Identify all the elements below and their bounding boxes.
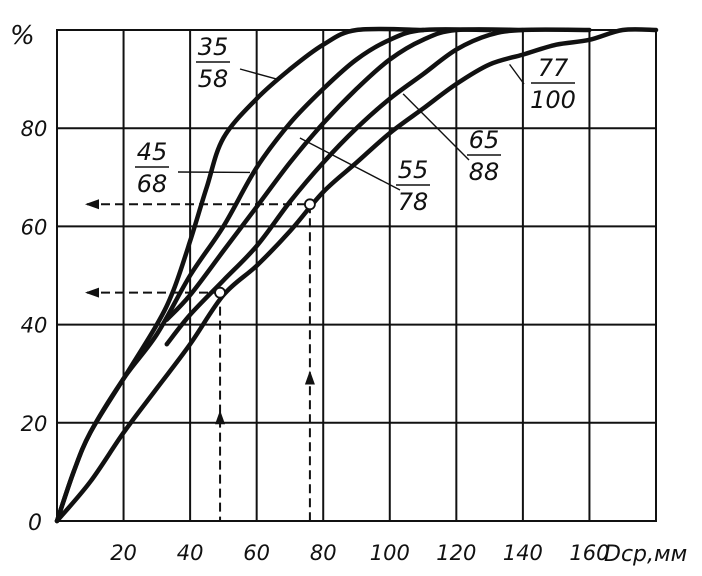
point-marker (214, 286, 226, 299)
arrow-up-icon (304, 370, 315, 385)
series-label-numerator: 77 (538, 54, 569, 82)
arrow-up-icon (215, 410, 226, 425)
series-line (164, 27, 592, 347)
series-line (54, 27, 492, 524)
series-label-leader (299, 137, 401, 191)
y-tick-label: 60 (21, 215, 48, 239)
series-label-numerator: 35 (198, 33, 229, 61)
point-marker (304, 198, 316, 211)
series-curves (54, 26, 659, 524)
x-axis-label: Dср,мм (604, 542, 687, 567)
series-label-numerator: 65 (469, 126, 500, 154)
x-tick-label: 80 (310, 541, 337, 565)
series-label-denominator: 58 (198, 65, 229, 93)
x-tick-label: 140 (503, 541, 543, 565)
series-label-numerator: 45 (137, 138, 168, 166)
x-tick-label: 60 (243, 541, 270, 565)
series-label-leader (239, 68, 277, 80)
series-line (164, 27, 526, 322)
x-tick-label: 120 (436, 541, 476, 565)
guide-lines (85, 199, 315, 521)
x-tick-label: 100 (370, 541, 410, 565)
y-tick-label: 40 (21, 314, 48, 338)
x-tick-label: 40 (177, 541, 204, 565)
series-label-denominator: 88 (469, 158, 500, 186)
series-label-leader (402, 93, 470, 161)
x-tick-label: 160 (569, 541, 609, 565)
series-line (54, 27, 659, 524)
y-tick-label: 20 (21, 412, 48, 436)
y-tick-label: 80 (21, 117, 48, 141)
y-axis-label: % (10, 21, 35, 51)
series-label-numerator: 55 (398, 156, 429, 184)
series-label-denominator: 100 (530, 86, 576, 114)
arrow-left-icon (85, 287, 99, 298)
series-labels: 35 58 45 68 55 78 65 88 77 100 (135, 33, 576, 216)
arrow-left-icon (85, 199, 99, 210)
series-label-denominator: 68 (137, 170, 168, 198)
series-label-leader (509, 63, 525, 85)
x-tick-label: 20 (110, 541, 137, 565)
origin-label: 0 (28, 511, 42, 536)
series-label-denominator: 78 (398, 188, 429, 216)
point-markers (214, 198, 316, 299)
tick-labels: 20 40 60 80 100 120 140 160 20 40 60 80 (21, 117, 610, 565)
